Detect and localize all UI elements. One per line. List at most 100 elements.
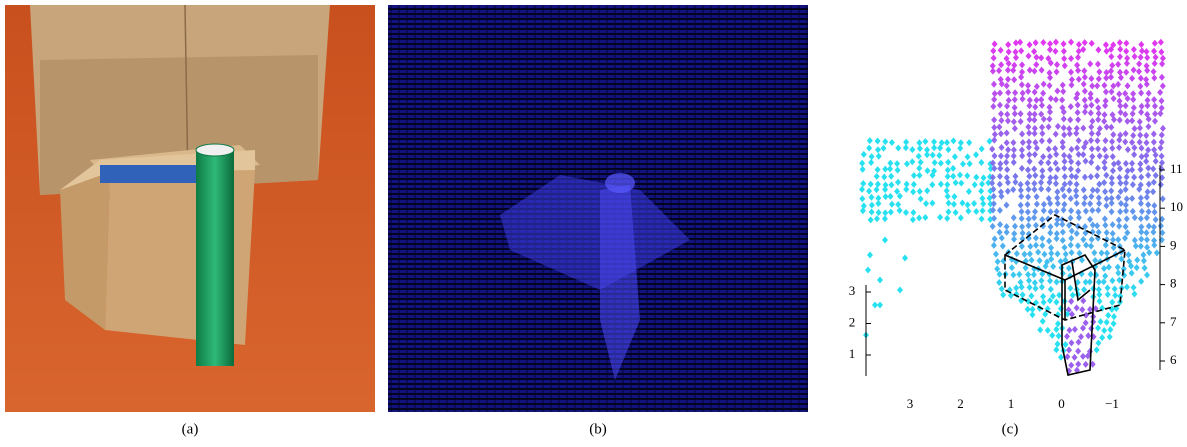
point <box>875 200 881 207</box>
point <box>1031 186 1037 193</box>
point <box>1158 181 1164 188</box>
point <box>1131 67 1137 74</box>
point <box>1158 165 1164 172</box>
point <box>1125 146 1131 153</box>
point <box>895 167 901 174</box>
point <box>1101 118 1107 125</box>
point <box>1141 257 1147 264</box>
point <box>924 167 930 174</box>
z-tick-label: 10 <box>1170 199 1183 214</box>
point <box>875 146 881 153</box>
point <box>1068 235 1074 242</box>
point <box>1018 297 1024 304</box>
point <box>1137 124 1143 131</box>
point <box>1108 187 1114 194</box>
point <box>1073 193 1079 200</box>
point <box>1019 61 1025 68</box>
photo <box>5 5 375 412</box>
point <box>998 47 1004 54</box>
point <box>1050 263 1056 270</box>
z-tick-label: 7 <box>1170 314 1177 329</box>
point <box>887 160 893 167</box>
point <box>1039 216 1045 223</box>
x-tick-label: 1 <box>1008 396 1015 411</box>
point <box>1041 251 1047 258</box>
point <box>1137 166 1143 173</box>
point <box>1111 95 1117 102</box>
point <box>998 130 1004 137</box>
point <box>957 145 963 152</box>
point <box>1132 53 1138 60</box>
point <box>1142 265 1148 272</box>
point <box>1083 208 1089 215</box>
point <box>1146 223 1152 230</box>
point <box>1110 131 1116 138</box>
point <box>1152 110 1158 117</box>
point <box>1012 48 1018 55</box>
point <box>875 181 881 188</box>
point <box>1061 116 1067 123</box>
point <box>1061 165 1067 172</box>
point <box>876 209 882 216</box>
caption: (c) <box>1002 421 1019 437</box>
point <box>1102 146 1108 153</box>
point <box>1132 125 1138 132</box>
point <box>1075 116 1081 123</box>
point <box>1075 160 1081 167</box>
point <box>1018 202 1024 209</box>
point <box>1018 74 1024 81</box>
point <box>1138 174 1144 181</box>
point <box>867 252 873 259</box>
point <box>950 173 956 180</box>
point <box>989 180 995 187</box>
point <box>1082 88 1088 95</box>
point <box>972 181 978 188</box>
x-tick-label: 3 <box>907 396 914 411</box>
point <box>1151 48 1157 55</box>
point <box>876 153 882 160</box>
point <box>1129 270 1135 277</box>
point <box>874 186 880 193</box>
point <box>930 152 936 159</box>
point <box>973 208 979 215</box>
point <box>1012 110 1018 117</box>
point <box>1088 95 1094 102</box>
point <box>996 279 1002 286</box>
x-tick-label: 2 <box>957 396 964 411</box>
point <box>874 215 880 222</box>
point <box>1098 318 1104 325</box>
point <box>1012 96 1018 103</box>
point <box>1110 167 1116 174</box>
point <box>1067 116 1073 123</box>
point <box>1138 243 1144 250</box>
point <box>1103 41 1109 48</box>
point <box>1041 299 1047 306</box>
point <box>1083 103 1089 110</box>
point <box>1011 76 1017 83</box>
point <box>1117 180 1123 187</box>
point <box>979 215 985 222</box>
point <box>1143 229 1149 236</box>
point <box>1033 39 1039 46</box>
point <box>1023 264 1029 271</box>
point <box>1026 277 1032 284</box>
point <box>1082 194 1088 201</box>
point <box>1103 172 1109 179</box>
point <box>889 139 895 146</box>
point <box>909 146 915 153</box>
point <box>888 181 894 188</box>
point <box>978 188 984 195</box>
point <box>1087 200 1093 207</box>
point <box>1138 278 1144 285</box>
point <box>989 146 995 153</box>
point <box>1075 67 1081 74</box>
point <box>1025 186 1031 193</box>
point <box>1031 117 1037 124</box>
point <box>1018 187 1024 194</box>
point <box>1115 270 1121 277</box>
point <box>1153 172 1159 179</box>
point <box>1136 68 1142 75</box>
point <box>1075 361 1081 368</box>
point <box>1041 201 1047 208</box>
point <box>918 159 924 166</box>
